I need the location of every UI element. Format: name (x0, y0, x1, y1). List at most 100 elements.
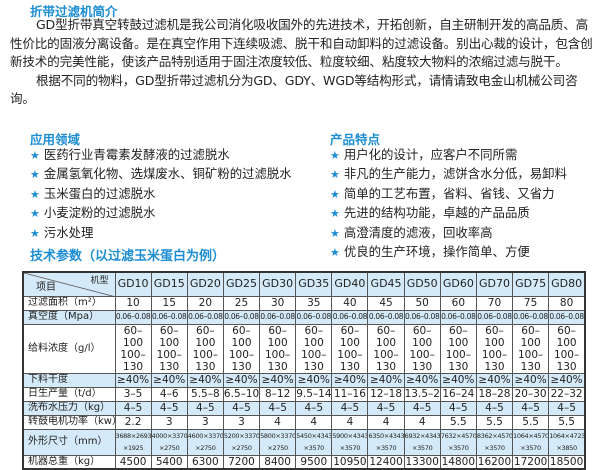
table-cell: 11–16 (331, 386, 369, 402)
table-cell: 3 (150, 414, 188, 430)
table-row: 给料浓度（g/l） 60–100 100–130 60–100 100–130 60–… (22, 323, 586, 374)
table-cell: 1064×4723 ×3850 (548, 428, 586, 456)
table-cell: 4–5 (331, 400, 369, 416)
table-cell: ≥40% (259, 372, 297, 388)
row-label: 日生产量（t/d） (22, 386, 116, 402)
table-cell: 4–5 (367, 400, 405, 416)
specs-title: 技术参数（以过滤玉米蛋白为例） (30, 249, 226, 264)
list-item-text: 简单的工艺布置，省料、省钱、又省力 (343, 185, 555, 201)
table-cell: 0.06–0.08 (186, 309, 224, 325)
applications-list: ★ 医药行业青霉素发酵液的过滤脱水 ★ 金属氢氧化物、选煤废水、铜矿粉的过滤脱水 ★ 玉米… (30, 146, 292, 243)
table-row: 日生产量（t/d） 3–5 4–6 5.5–8 6.5–10 8–12 9.5–14 11–1… (22, 386, 586, 402)
table-cell: 5400 (150, 454, 188, 470)
list-item: ★ 简单的工艺布置，省料、省钱、又省力 (330, 185, 567, 204)
corner-model-label: 机型 (90, 276, 109, 286)
table-cell: ≥40% (186, 372, 224, 388)
table-cell: 1064×4570 ×3570 (512, 428, 550, 456)
table-cell: 4 (295, 414, 333, 430)
table-cell: 20–30 (512, 386, 550, 402)
table-cell: 60–100 100–130 (150, 323, 188, 374)
table-cell: 4–5 (475, 400, 514, 416)
table-cell: 15 (150, 295, 188, 311)
row-label: 机器总重（kg） (22, 454, 116, 470)
row-label: 给料浓度（g/l） (22, 323, 116, 374)
list-item: ★ 玉米蛋白的过滤脱水 (30, 185, 292, 204)
table-cell: 0.06–0.08 (367, 309, 405, 325)
table-cell: 60–100 100–130 (222, 323, 261, 374)
intro-paragraph: 根据不同的物料，GD型折带过滤机分为GD、GDY、WGD等结构形式，请情请致电金… (10, 72, 578, 107)
table-cell: 13300 (403, 454, 441, 470)
table-cell: 4–5 (548, 400, 586, 416)
table-cell: 3–5 (114, 386, 152, 402)
features-title: 产品特点 (330, 132, 381, 147)
table-cell: ≥40% (367, 372, 405, 388)
table-cell: 10950 (331, 454, 369, 470)
table-cell: 5200×3370 ×2750 (222, 428, 261, 456)
table-cell: ≥40% (512, 372, 550, 388)
table-cell: 75 (512, 295, 550, 311)
list-item-text: 金属氢氧化物、选煤废水、铜矿粉的过滤脱水 (43, 166, 292, 182)
intro-title: 折带过滤机简介 (30, 4, 118, 19)
table-cell: 5.5 (548, 414, 586, 430)
table-cell: 60–100 100–130 (367, 323, 405, 374)
model-header: GD40 (331, 271, 369, 297)
table-row: 过滤面积（m²） 10 15 20 25 30 35 40 45 50 60 70 75 80 (22, 295, 586, 311)
table-cell: 0.06–0.08 (222, 309, 261, 325)
table-cell: 17200 (512, 454, 550, 470)
table-cell: 0.06–0.08 (259, 309, 297, 325)
table-cell: 4–5 (512, 400, 550, 416)
table-row: 外形尺寸（mm） 3688×2693 ×1925 4000×3370 ×2750 46… (22, 428, 586, 456)
table-cell: 5.5–8 (186, 386, 224, 402)
table-cell: 60–100 100–130 (259, 323, 297, 374)
star-icon: ★ (30, 149, 40, 162)
list-item: ★ 小麦淀粉的过滤脱水 (30, 204, 292, 223)
model-header: GD20 (186, 271, 224, 297)
table-row: 机器总重（kg） 4500 5400 6300 7200 8400 9500 10950 124… (22, 454, 586, 470)
table-cell: 60–100 100–130 (331, 323, 369, 374)
corner-cell: 机型项目 (22, 271, 116, 297)
table-cell: 4–5 (295, 400, 333, 416)
table-cell: 3688×2693 ×1925 (114, 428, 152, 456)
list-item-text: 用户化的设计，应客户不同所需 (343, 147, 518, 162)
table-cell: 4600×3370 ×2750 (186, 428, 224, 456)
table-cell: ≥40% (295, 372, 333, 388)
table-cell: 4–5 (222, 400, 261, 416)
list-item-text: 污水处理 (43, 224, 94, 240)
list-item-text: 玉米蛋白的过滤脱水 (43, 185, 156, 201)
table-cell: 8–12 (259, 386, 297, 402)
model-header: GD80 (548, 271, 586, 297)
table-cell: 4–5 (114, 400, 152, 416)
table-cell: 7200 (222, 454, 261, 470)
applications-title: 应用领域 (30, 132, 81, 147)
table-cell: 20 (186, 295, 224, 311)
list-item-text: 先进的结构功能，卓越的产品品质 (343, 205, 530, 221)
table-cell: 14800 (439, 454, 477, 470)
row-label: 真空度（Mpa） (22, 309, 116, 325)
table-cell: 6932×4343 ×3570 (403, 428, 441, 456)
table-cell: 8362×4570 ×3570 (475, 428, 514, 456)
list-item: ★ 污水处理 (30, 224, 292, 243)
table-cell: 80 (548, 295, 586, 311)
table-cell: 30 (259, 295, 297, 311)
table-cell: 60–100 100–130 (114, 323, 152, 374)
corner-item-label: 项目 (36, 281, 56, 293)
row-label: 洗布水压力（kg） (22, 400, 116, 416)
table-row: 转鼓电机功率（kw） 2.2 3 3 3 4 4 4 4 4 5.5 5.5 5.5 5.5 (22, 414, 586, 430)
table-cell: 70 (475, 295, 514, 311)
table-cell: 5.5 (439, 414, 477, 430)
table-cell: 0.06–0.08 (295, 309, 333, 325)
table-cell: 12–18 (367, 386, 405, 402)
star-icon: ★ (330, 149, 340, 162)
model-header: GD45 (367, 271, 405, 297)
star-icon: ★ (330, 226, 340, 240)
table-cell: 0.06–0.08 (331, 309, 369, 325)
row-label: 转鼓电机功率（kw） (22, 414, 116, 430)
table-cell: 0.06–0.08 (403, 309, 441, 325)
table-cell: 7632×4570 ×3570 (439, 428, 477, 456)
table-row: 下料干度 ≥40% ≥40% ≥40% ≥40% ≥40% ≥40% ≥40% ≥40% ≥40%… (22, 372, 586, 388)
table-cell: 4 (259, 414, 297, 430)
table-cell: 2.2 (114, 414, 152, 430)
table-cell: 5900×4343 ×3570 (331, 428, 369, 456)
table-header-row: 机型 项目 GD10 GD15 GD20 GD25 GD30 GD35 GD40 GD45 GD50… (22, 271, 586, 297)
row-label: 下料干度 (22, 372, 116, 388)
